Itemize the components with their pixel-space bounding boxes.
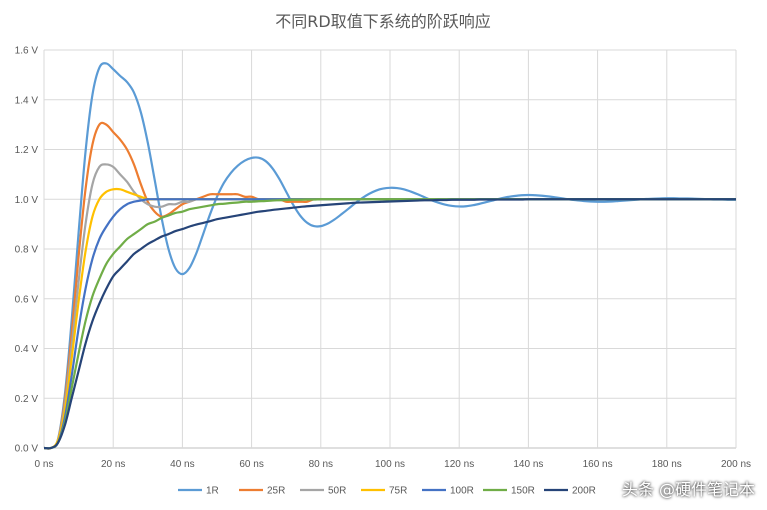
watermark: 头条 @硬件笔记本	[621, 480, 755, 499]
y-tick-label: 0.6 V	[15, 294, 39, 305]
x-tick-label: 200 ns	[721, 459, 751, 470]
chart-title: 不同RD取值下系统的阶跃响应	[275, 12, 490, 31]
x-tick-label: 160 ns	[583, 459, 613, 470]
x-tick-label: 40 ns	[170, 459, 194, 470]
x-tick-label: 80 ns	[309, 459, 333, 470]
series-lines	[43, 62, 737, 450]
series-line-1r	[43, 62, 737, 450]
y-tick-label: 0.8 V	[15, 245, 39, 256]
x-tick-label: 100 ns	[375, 459, 405, 470]
x-tick-label: 180 ns	[652, 459, 682, 470]
y-tick-label: 1.2 V	[15, 145, 39, 156]
y-tick-label: 1.4 V	[15, 95, 39, 106]
legend-label: 75R	[389, 486, 407, 497]
series-line-200r	[43, 198, 736, 450]
x-axis-ticks: 0 ns 20 ns 40 ns 60 ns 80 ns 100 ns 120 ns 140 …	[35, 459, 751, 470]
y-tick-label: 1.6 V	[15, 46, 39, 57]
x-tick-label: 0 ns	[35, 459, 54, 470]
legend-label: 50R	[328, 486, 346, 497]
legend-label: 25R	[267, 486, 285, 497]
legend-label: 1R	[206, 486, 219, 497]
x-tick-label: 120 ns	[444, 459, 474, 470]
y-tick-label: 0.2 V	[15, 394, 39, 405]
legend-label: 150R	[511, 486, 535, 497]
y-axis-ticks: 0.0 V 0.2 V 0.4 V 0.6 V 0.8 V 1.0 V 1.2 V 1.4 V…	[15, 46, 39, 455]
y-tick-label: 0.4 V	[15, 344, 39, 355]
chart-grid	[43, 49, 737, 449]
x-tick-label: 20 ns	[101, 459, 125, 470]
y-tick-label: 1.0 V	[15, 195, 39, 206]
chart-legend: 1R 25R 50R 75R 100R 150R 200R	[178, 486, 596, 497]
legend-label: 200R	[572, 486, 596, 497]
y-tick-label: 0.0 V	[15, 444, 39, 455]
x-tick-label: 140 ns	[513, 459, 543, 470]
x-tick-label: 60 ns	[239, 459, 263, 470]
legend-label: 100R	[450, 486, 474, 497]
